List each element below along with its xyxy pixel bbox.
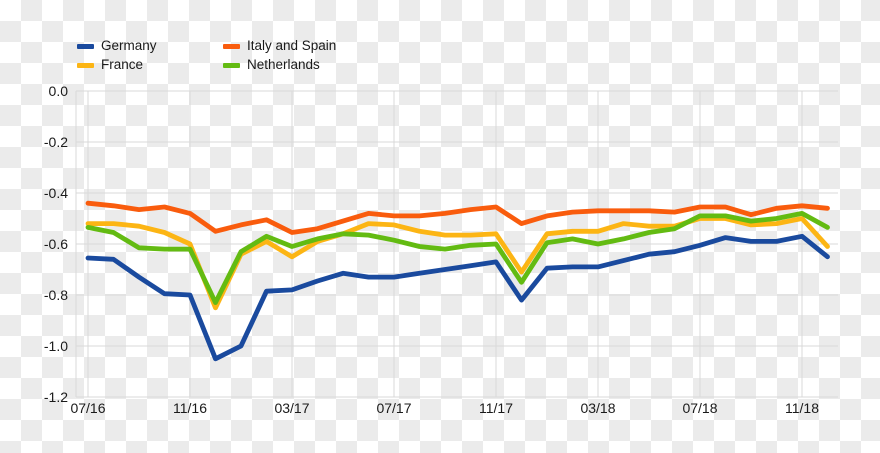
y-tick-label: -0.6 bbox=[44, 236, 68, 252]
y-tick-label: -1.2 bbox=[44, 389, 68, 405]
x-tick-label: 07/17 bbox=[376, 400, 411, 416]
series-line-germany bbox=[85, 233, 830, 362]
legend-label-france: France bbox=[101, 57, 144, 72]
x-tick-label: 11/16 bbox=[173, 400, 207, 416]
x-tick-label: 07/16 bbox=[70, 400, 105, 416]
legend-label-germany: Germany bbox=[101, 38, 157, 53]
x-tick-label: 03/18 bbox=[580, 400, 615, 416]
x-tick-label: 07/18 bbox=[682, 400, 717, 416]
x-tick-label: 11/18 bbox=[785, 400, 819, 416]
legend-swatch-netherlands bbox=[223, 62, 240, 68]
legend-item-netherlands: Netherlands bbox=[223, 58, 320, 72]
series-line-netherlands bbox=[85, 210, 830, 306]
y-tick-label: -0.4 bbox=[44, 185, 68, 201]
legend-swatch-germany bbox=[77, 43, 94, 49]
y-tick-label: -0.2 bbox=[44, 134, 68, 150]
x-tick-label: 03/17 bbox=[274, 400, 309, 416]
y-tick-label: -1.0 bbox=[44, 338, 68, 354]
y-tick-label: 0.0 bbox=[49, 83, 69, 99]
legend-item-germany: Germany bbox=[77, 39, 157, 53]
series-line-italy-and-spain bbox=[85, 200, 830, 235]
legend-label-netherlands: Netherlands bbox=[247, 57, 320, 72]
legend-swatch-france bbox=[77, 62, 94, 68]
legend-label-italy-and-spain: Italy and Spain bbox=[247, 38, 337, 53]
y-tick-label: -0.8 bbox=[44, 287, 68, 303]
x-tick-label: 11/17 bbox=[479, 400, 513, 416]
legend-item-italy-and-spain: Italy and Spain bbox=[223, 39, 336, 53]
legend-swatch-italy-and-spain bbox=[223, 43, 240, 49]
legend-item-france: France bbox=[77, 58, 143, 72]
